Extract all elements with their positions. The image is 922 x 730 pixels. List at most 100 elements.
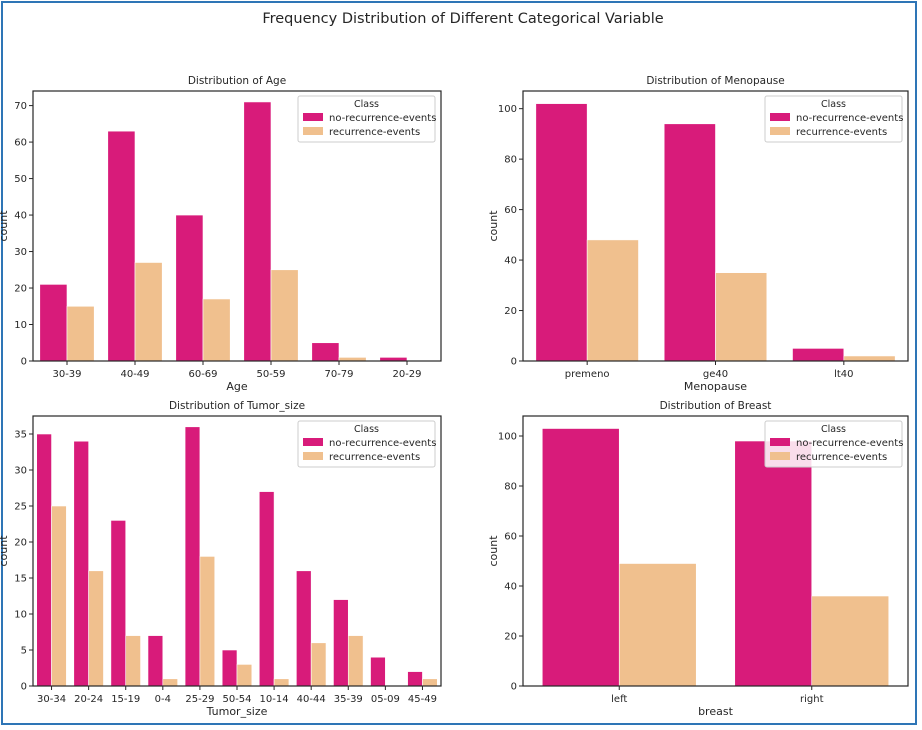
y-tick-label: 20 — [14, 284, 27, 295]
x-tick-label: 40-49 — [120, 369, 149, 380]
x-tick-label: 30-34 — [37, 694, 66, 705]
legend: Class no-recurrence-events recurrence-even… — [764, 420, 903, 468]
bar-no-recurrence — [243, 101, 272, 362]
x-tick-label: 0-4 — [155, 694, 171, 705]
subplot-title: Distribution of Age — [188, 75, 286, 87]
legend-label: recurrence-events — [329, 452, 420, 463]
bar-no-recurrence — [734, 440, 813, 687]
bar-no-recurrence — [370, 656, 386, 687]
x-tick-label: 45-49 — [408, 694, 437, 705]
legend-swatch-recurrence — [303, 127, 323, 135]
bar-recurrence — [586, 239, 639, 362]
y-tick-label: 30 — [14, 247, 27, 258]
y-tick-label: 0 — [21, 682, 27, 693]
y-tick-label: 40 — [504, 256, 517, 267]
legend-box — [297, 420, 436, 468]
legend: Class no-recurrence-events recurrence-even… — [297, 420, 436, 468]
x-axis-label: breast — [698, 705, 734, 718]
legend-label: recurrence-events — [796, 452, 887, 463]
bar-no-recurrence — [333, 599, 349, 687]
bar-no-recurrence — [184, 426, 201, 687]
y-tick-label: 25 — [14, 502, 27, 513]
subplot-3: Distribution of Tumor_size 0 5 10 15 20 25 30 35… — [0, 400, 442, 718]
x-tick-label: 05-09 — [371, 694, 400, 705]
legend-label: recurrence-events — [796, 127, 887, 138]
y-tick-label: 80 — [504, 482, 517, 493]
bar-recurrence — [202, 298, 231, 362]
bar-no-recurrence — [535, 103, 588, 362]
bar-recurrence — [310, 642, 327, 687]
legend-swatch-recurrence — [770, 127, 790, 135]
legend-label: no-recurrence-events — [796, 438, 903, 449]
legend-label: no-recurrence-events — [329, 113, 436, 124]
y-tick-label: 15 — [14, 574, 27, 585]
y-tick-label: 5 — [21, 646, 27, 657]
bar-recurrence — [66, 305, 95, 362]
x-tick-label: left — [611, 694, 627, 705]
x-tick-label: 25-29 — [185, 694, 214, 705]
y-tick-label: 40 — [14, 211, 27, 222]
axes-frame — [522, 415, 909, 687]
legend-box — [764, 420, 903, 468]
subplot-title: Distribution of Menopause — [646, 75, 784, 87]
bar-no-recurrence — [73, 440, 89, 687]
y-tick-label: 20 — [14, 538, 27, 549]
bar-recurrence — [422, 678, 438, 687]
legend: Class no-recurrence-events recurrence-even… — [764, 95, 903, 143]
x-axis-label: Age — [226, 380, 248, 393]
x-axis-label: Menopause — [684, 380, 747, 393]
y-tick-label: 100 — [498, 432, 517, 443]
legend-swatch-no-recurrence — [770, 438, 790, 446]
bar-no-recurrence — [221, 649, 238, 687]
legend-title: Class — [354, 99, 379, 110]
legend-swatch-no-recurrence — [770, 113, 790, 121]
bar-recurrence — [273, 678, 290, 687]
x-tick-label: 50-54 — [222, 694, 251, 705]
bar-no-recurrence — [258, 491, 275, 687]
x-tick-label: premeno — [565, 369, 610, 380]
y-axis-label: count — [487, 210, 500, 242]
bar-recurrence — [125, 635, 141, 687]
legend-box — [764, 95, 903, 143]
subplot-4: Distribution of Breast 0 20 40 60 80 100 left ri… — [487, 400, 909, 718]
legend-title: Class — [821, 424, 846, 435]
bar-no-recurrence — [311, 342, 340, 362]
x-tick-label: ge40 — [703, 369, 728, 380]
y-tick-label: 80 — [504, 155, 517, 166]
legend-label: no-recurrence-events — [796, 113, 903, 124]
y-tick-label: 35 — [14, 430, 27, 441]
y-tick-label: 60 — [504, 532, 517, 543]
y-tick-label: 40 — [504, 582, 517, 593]
x-tick-label: 60-69 — [188, 369, 217, 380]
y-axis-label: count — [0, 210, 10, 242]
bar-no-recurrence — [663, 123, 716, 362]
bar-recurrence — [162, 678, 178, 687]
bar-no-recurrence — [296, 570, 312, 687]
subplot-title: Distribution of Tumor_size — [169, 400, 305, 412]
x-tick-label: 40-44 — [297, 694, 326, 705]
x-tick-label: 10-14 — [260, 694, 289, 705]
legend-swatch-no-recurrence — [303, 113, 323, 121]
bar-recurrence — [134, 262, 163, 362]
x-tick-label: 15-19 — [111, 694, 140, 705]
y-axis-label: count — [0, 535, 10, 567]
x-tick-label: 35-39 — [334, 694, 363, 705]
y-axis-label: count — [487, 535, 500, 567]
bar-recurrence — [347, 635, 364, 687]
bar-recurrence — [236, 664, 253, 687]
subplot-2: Distribution of Menopause 0 20 40 60 80 100 pre… — [487, 75, 909, 393]
x-tick-label: 70-79 — [324, 369, 353, 380]
bar-recurrence — [88, 570, 104, 687]
bar-no-recurrence — [39, 284, 68, 362]
x-tick-label: 30-39 — [52, 369, 81, 380]
bar-recurrence — [843, 355, 896, 362]
subplot-1: Distribution of Age 0 10 20 30 40 50 60 70 30-39 4… — [0, 75, 442, 393]
x-tick-label: 20-24 — [74, 694, 103, 705]
y-tick-label: 10 — [14, 610, 27, 621]
y-tick-label: 60 — [14, 138, 27, 149]
legend-label: no-recurrence-events — [329, 438, 436, 449]
x-tick-label: right — [800, 694, 824, 705]
bar-no-recurrence — [175, 214, 204, 362]
legend-swatch-recurrence — [770, 452, 790, 460]
